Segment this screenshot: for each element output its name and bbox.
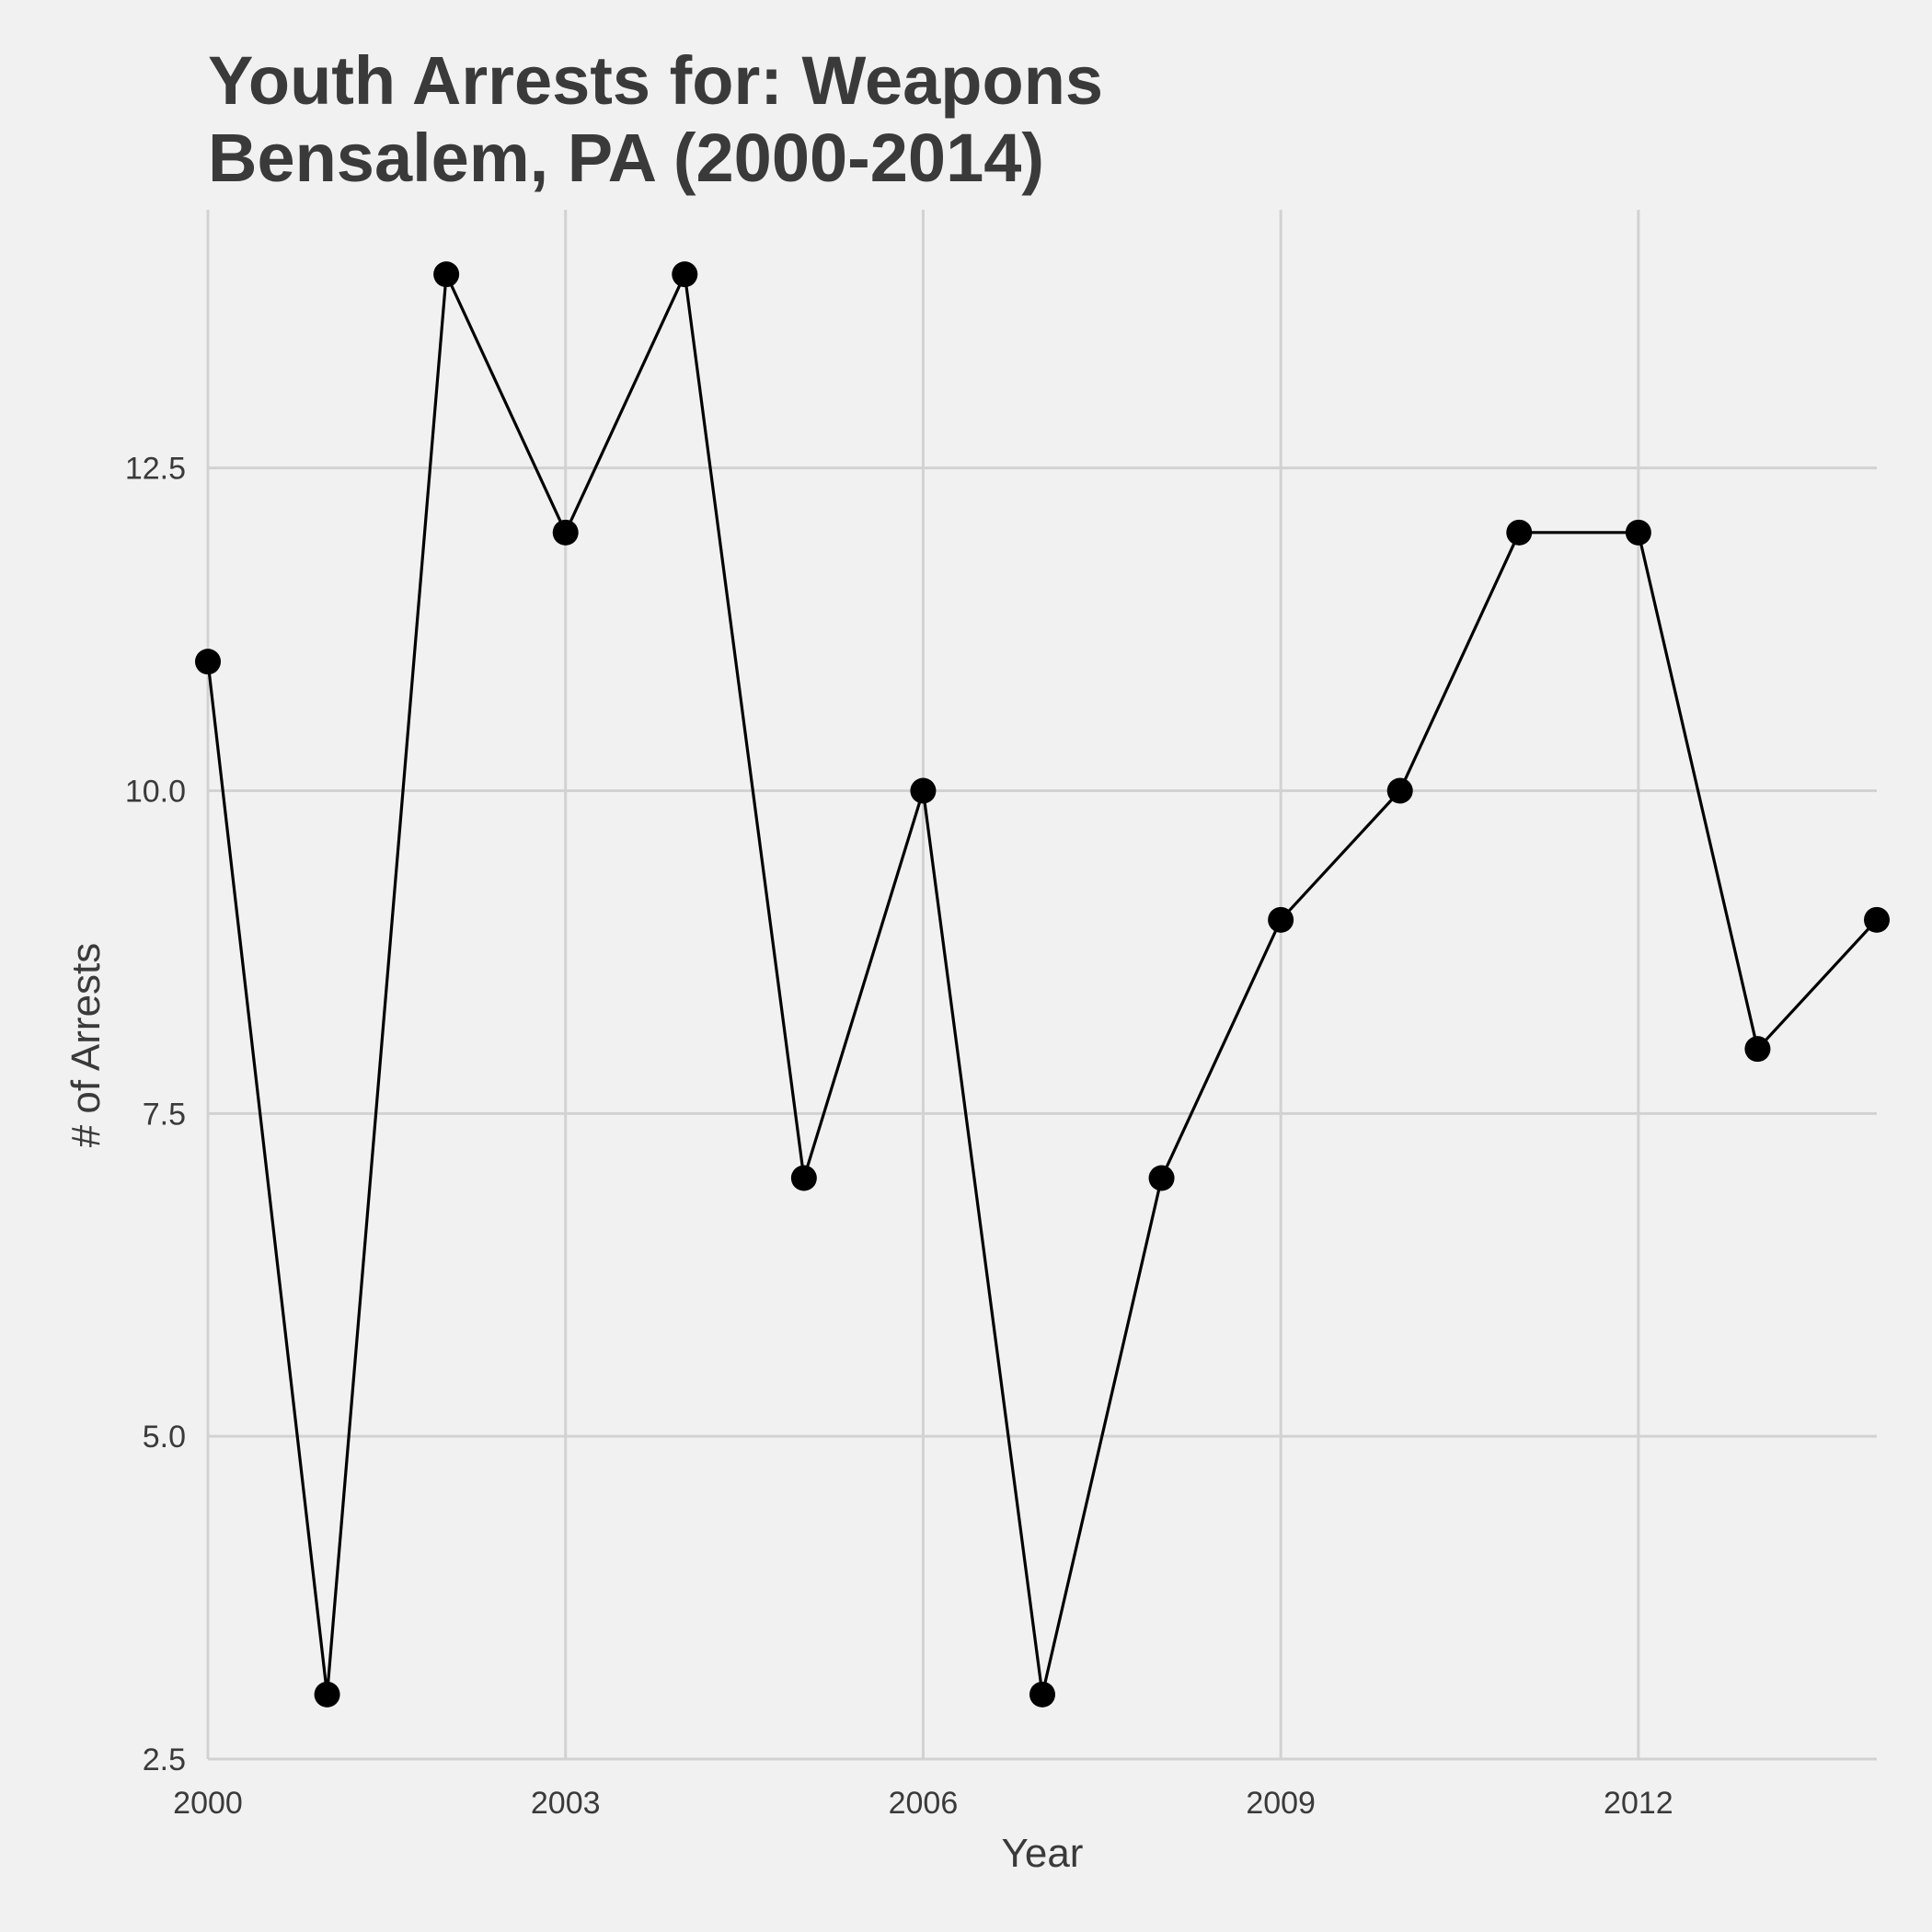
y-gridlines [208, 466, 1877, 1761]
chart-title-line-2: Bensalem, PA (2000-2014) [208, 120, 1044, 196]
y-tick-labels: 2.5 5.0 7.5 10.0 12.5 [125, 452, 186, 1777]
x-tick-label: 2009 [1246, 1786, 1316, 1821]
y-tick-label: 5.0 [143, 1420, 186, 1455]
data-point [790, 1165, 817, 1191]
x-axis-title: Year [1002, 1831, 1084, 1876]
data-point [314, 1681, 340, 1708]
x-tick-labels: 2000 2003 2006 2009 2012 [173, 1786, 1673, 1821]
data-point [1029, 1681, 1055, 1708]
series-layer [195, 261, 1890, 1708]
y-tick-label: 2.5 [143, 1742, 186, 1777]
series-line [206, 272, 1879, 1696]
data-point [552, 519, 579, 546]
data-point [1744, 1036, 1771, 1063]
data-point [1625, 519, 1651, 546]
y-tick-label: 12.5 [125, 452, 186, 487]
x-tick-label: 2006 [889, 1786, 959, 1821]
data-point [433, 261, 460, 288]
data-point [1386, 777, 1413, 804]
data-point [1864, 906, 1890, 933]
data-point [672, 261, 698, 288]
data-point [1506, 519, 1533, 546]
y-tick-label: 10.0 [125, 775, 186, 810]
x-tick-label: 2000 [173, 1786, 243, 1821]
data-point [1148, 1165, 1175, 1191]
x-tick-label: 2003 [531, 1786, 601, 1821]
data-point [910, 777, 937, 804]
x-tick-label: 2012 [1604, 1786, 1673, 1821]
data-point [1268, 906, 1294, 933]
y-tick-label: 7.5 [143, 1097, 186, 1132]
data-point [195, 649, 221, 675]
x-gridlines [206, 210, 1640, 1759]
y-axis-title: # of Arrests [63, 943, 109, 1148]
chart-title-line-1: Youth Arrests for: Weapons [208, 42, 1103, 119]
